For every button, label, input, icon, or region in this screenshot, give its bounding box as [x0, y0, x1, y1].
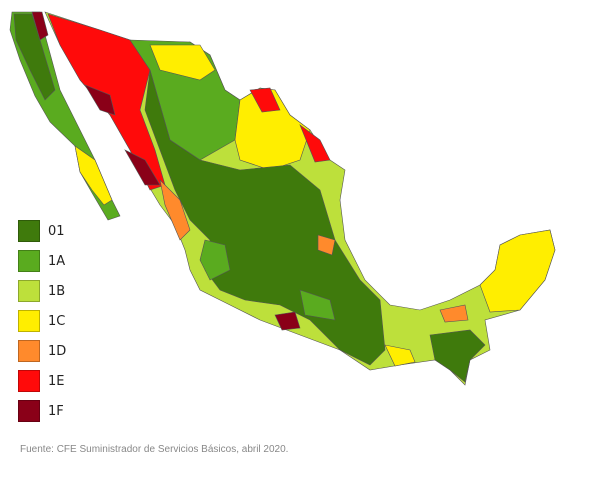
region-baja-sur-yellow: [74, 145, 113, 206]
region-center-1a: [199, 239, 336, 321]
legend-swatch: [18, 400, 40, 422]
region-baja-north: [13, 13, 56, 101]
legend-label: 1C: [48, 313, 66, 329]
source-note: Fuente: CFE Suministrador de Servicios B…: [20, 444, 289, 455]
legend-item-1c: 1C: [18, 306, 66, 336]
legend-swatch: [18, 310, 40, 332]
legend-swatch: [18, 220, 40, 242]
region-chiapas-01: [429, 329, 486, 383]
region-center-01: [144, 69, 386, 366]
region-oaxaca-1c: [384, 344, 416, 367]
legend-label: 1F: [48, 403, 64, 419]
legend-swatch: [18, 340, 40, 362]
legend-item-01: 01: [18, 216, 66, 246]
legend-item-1a: 1A: [18, 246, 66, 276]
legend-label: 1D: [48, 343, 67, 359]
region-yucatan-1c: [479, 229, 556, 313]
legend-swatch: [18, 250, 40, 272]
region-sonora-1f: [84, 84, 161, 186]
region-baja-1f: [31, 11, 49, 41]
legend-swatch: [18, 370, 40, 392]
region-sinaloa-1d: [159, 179, 191, 241]
legend-item-1b: 1B: [18, 276, 66, 306]
legend-swatch: [18, 280, 40, 302]
legend-label: 1E: [48, 373, 65, 389]
region-east-1d: [317, 234, 469, 323]
legend-item-1e: 1E: [18, 366, 66, 396]
legend-label: 1A: [48, 253, 66, 269]
legend-label: 1B: [48, 283, 66, 299]
region-guerrero-1f: [274, 311, 301, 331]
legend-label: 01: [48, 223, 65, 239]
region-tamaulipas-1e: [249, 87, 331, 163]
legend-item-1d: 1D: [18, 336, 66, 366]
legend: 01 1A 1B 1C 1D 1E 1F: [18, 216, 66, 426]
legend-item-1f: 1F: [18, 396, 66, 426]
